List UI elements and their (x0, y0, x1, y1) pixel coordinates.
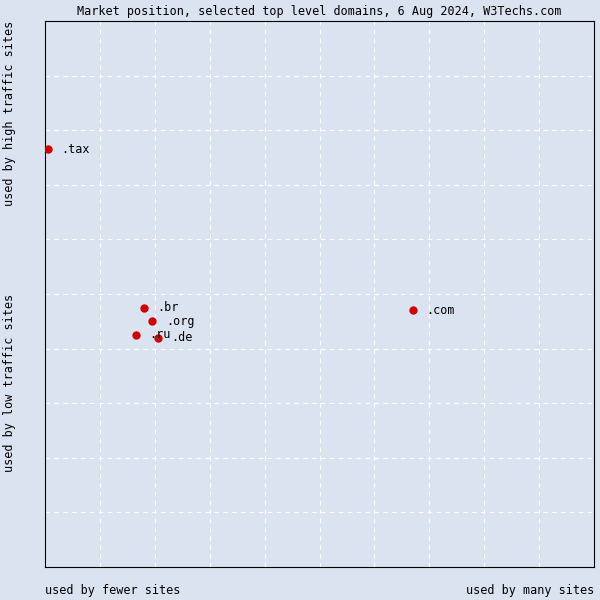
Text: .com: .com (427, 304, 455, 317)
Text: used by high traffic sites: used by high traffic sites (3, 21, 16, 206)
Text: used by many sites: used by many sites (466, 584, 594, 597)
Text: .de: .de (171, 331, 193, 344)
Text: .ru: .ru (149, 328, 170, 341)
Text: .tax: .tax (61, 143, 90, 156)
Text: .org: .org (166, 315, 194, 328)
Text: used by low traffic sites: used by low traffic sites (3, 294, 16, 472)
Title: Market position, selected top level domains, 6 Aug 2024, W3Techs.com: Market position, selected top level doma… (77, 5, 562, 19)
Text: .br: .br (158, 301, 179, 314)
Text: used by fewer sites: used by fewer sites (45, 584, 181, 597)
